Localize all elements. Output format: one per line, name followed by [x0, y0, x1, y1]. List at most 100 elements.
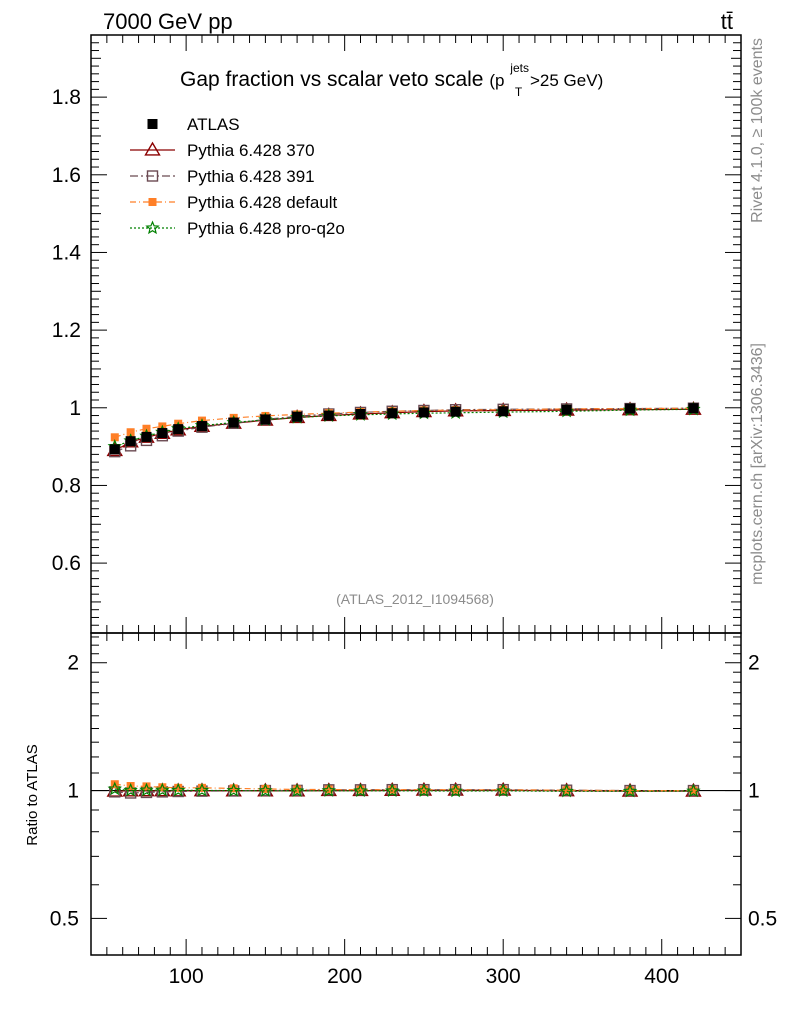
y-tick-label: 1: [69, 397, 81, 420]
series-line-pq2o: [114, 408, 694, 448]
data-point-pdefault: [324, 785, 333, 794]
data-point-pdefault: [142, 782, 151, 791]
data-point-pq2o: [448, 783, 463, 798]
data-point-atlas: [260, 414, 271, 425]
data-point-pdefault: [499, 785, 508, 794]
data-point-p370: [106, 782, 124, 797]
data-point-pdefault: [626, 786, 635, 795]
data-point-pq2o: [155, 782, 170, 797]
data-point-pq2o: [496, 783, 511, 798]
data-point-atlas: [196, 421, 207, 432]
y-tick-label: 1.6: [52, 164, 81, 187]
data-point-atlas: [498, 406, 509, 417]
mcplots-reference-label: mcplots.cern.ch [arXiv:1306.3436]: [749, 343, 766, 585]
data-point-pdefault: [451, 785, 460, 794]
y-tick-label-right: 1: [748, 780, 760, 803]
data-point-atlas: [625, 403, 636, 414]
y-tick-label-right: 2: [748, 652, 760, 675]
data-point-atlas: [323, 410, 334, 421]
y-tick-label: 1.8: [52, 86, 81, 109]
y-tick-label: 1.4: [52, 241, 82, 264]
data-point-pq2o: [194, 782, 210, 797]
chart-title-close: >25 GeV): [530, 71, 603, 90]
data-point-pq2o: [385, 783, 400, 798]
y-tick-label: 2: [67, 652, 79, 675]
data-point-atlas: [157, 428, 168, 439]
legend-label-atlas: ATLAS: [187, 115, 240, 134]
data-point-pdefault: [158, 783, 167, 792]
data-point-pq2o: [226, 783, 241, 797]
data-point-pq2o: [258, 783, 273, 797]
legend-marker-p370: [144, 141, 161, 156]
data-point-pdefault: [229, 784, 238, 793]
data-point-pq2o: [171, 782, 186, 797]
data-point-pdefault: [689, 786, 698, 795]
chart-title: Gap fraction vs scalar veto scale (p jet…: [180, 54, 603, 101]
data-point-atlas: [355, 408, 366, 419]
y-tick-label-right: 0.5: [748, 907, 777, 930]
ratio-panel: 100 200 300 400 0.5 0.5 1 1 2 2: [50, 632, 777, 988]
data-point-pq2o: [559, 783, 574, 798]
data-point-pdefault: [126, 428, 135, 437]
data-point-atlas: [228, 417, 239, 428]
data-point-pq2o: [139, 782, 154, 797]
data-point-atlas: [561, 404, 572, 415]
data-point-pq2o: [416, 783, 432, 798]
data-point-pdefault: [419, 785, 428, 794]
y-tick-label: 1: [67, 780, 79, 803]
data-point-atlas: [109, 444, 120, 455]
series-line-p391: [114, 407, 694, 453]
data-point-pdefault: [261, 784, 270, 793]
data-point-pq2o: [622, 783, 638, 798]
legend-label-pdefault: Pythia 6.428 default: [187, 193, 338, 212]
chart-title-main: Gap fraction vs scalar veto scale: [180, 68, 483, 91]
legend-label-p391: Pythia 6.428 391: [187, 167, 315, 186]
y-tick-label: 1.2: [52, 319, 81, 342]
x-tick-label: 300: [486, 965, 521, 988]
legend-marker-atlas: [147, 119, 158, 129]
data-point-pdefault: [356, 785, 365, 794]
chart-title-sup: jets: [509, 61, 529, 75]
legend: ATLAS Pythia 6.428 370 Pythia 6.428 391 Pyt…: [130, 115, 345, 238]
legend-marker-pdefault: [148, 198, 157, 206]
ratio-frame: [90, 632, 742, 956]
data-point-pq2o: [107, 781, 122, 796]
x-tick-label: 200: [327, 965, 362, 988]
chart-title-open: (p: [489, 71, 504, 90]
legend-label-p370: Pythia 6.428 370: [187, 141, 315, 160]
data-point-atlas: [387, 408, 398, 419]
data-point-atlas: [450, 406, 461, 417]
data-point-atlas: [292, 411, 303, 422]
ratio-y-axis-label: Ratio to ATLAS: [24, 744, 41, 845]
data-point-atlas: [173, 424, 184, 435]
data-point-pq2o: [289, 783, 305, 798]
y-tick-label: 0.6: [52, 552, 81, 575]
x-tick-label: 100: [169, 965, 204, 988]
energy-label: 7000 GeV pp: [103, 9, 233, 34]
data-point-atlas: [418, 407, 429, 418]
x-tick-label: 400: [644, 965, 679, 988]
y-tick-label: 0.8: [52, 474, 81, 497]
data-point-pq2o: [686, 783, 701, 798]
chart-title-sub: T: [515, 85, 523, 99]
analysis-id-watermark: (ATLAS_2012_I1094568): [336, 591, 494, 607]
data-point-pdefault: [110, 433, 119, 442]
legend-label-pq2o: Pythia 6.428 pro-q2o: [187, 219, 345, 238]
legend-marker-p391: [146, 170, 159, 182]
data-point-pdefault: [197, 783, 206, 792]
data-point-pq2o: [353, 783, 368, 798]
main-panel: 0.6 0.8 1 1.2 1.4 1.6 1.8: [52, 34, 742, 634]
data-point-atlas: [141, 431, 152, 442]
series-line-pdefault: [114, 407, 694, 438]
data-point-pdefault: [562, 786, 571, 795]
data-point-pdefault: [126, 782, 135, 791]
data-point-pdefault: [174, 783, 183, 792]
data-point-pq2o: [321, 783, 336, 797]
data-point-atlas: [125, 436, 136, 447]
legend-marker-pq2o: [145, 220, 160, 235]
data-point-pdefault: [388, 785, 397, 794]
data-point-atlas: [688, 403, 699, 414]
data-point-pq2o: [123, 782, 138, 797]
rivet-version-label: Rivet 4.1.0, ≥ 100k events: [749, 38, 766, 223]
